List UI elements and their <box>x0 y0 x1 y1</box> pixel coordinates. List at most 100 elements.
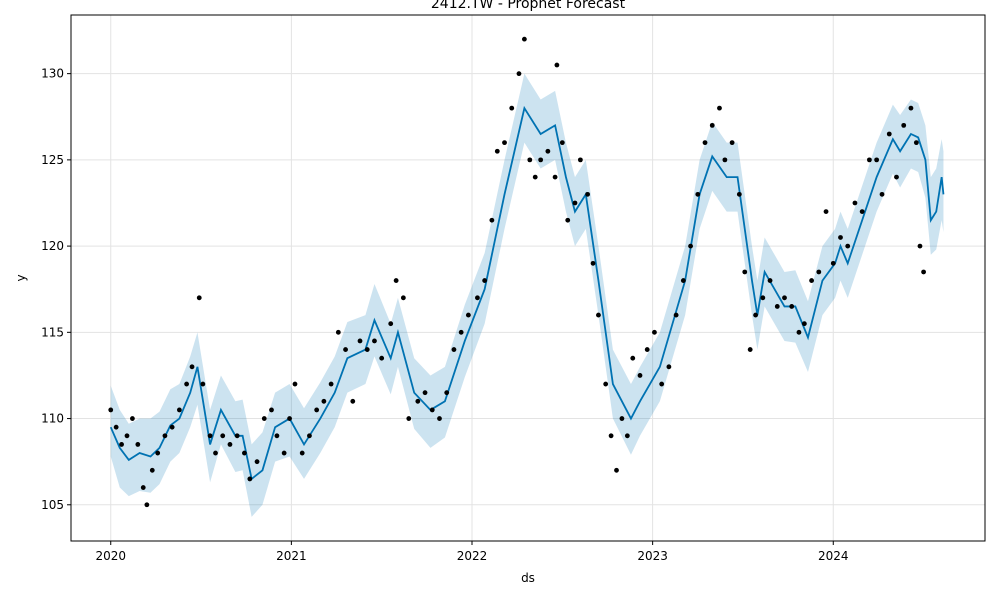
observed-point <box>774 304 780 309</box>
observed-point <box>552 174 558 180</box>
observed-point <box>292 381 298 387</box>
y-axis-label: y <box>14 274 28 281</box>
observed-point <box>624 433 630 439</box>
observed-point <box>801 321 807 327</box>
observed-point <box>572 200 578 206</box>
observed-point <box>213 450 218 456</box>
observed-point <box>307 433 312 439</box>
y-tick-label: 115 <box>41 325 64 339</box>
observed-point <box>234 433 240 439</box>
observed-point <box>742 269 748 275</box>
observed-point <box>415 398 421 404</box>
observed-point <box>695 191 701 197</box>
observed-point <box>451 347 457 352</box>
observed-point <box>437 416 442 421</box>
observed-point <box>357 338 363 344</box>
x-axis-label: ds <box>521 571 535 585</box>
observed-point <box>130 416 135 421</box>
y-tick-label: 105 <box>41 498 64 512</box>
observed-point <box>274 433 280 439</box>
x-tick-label: 2024 <box>818 549 849 563</box>
observed-point <box>614 467 619 473</box>
observed-point <box>299 450 305 456</box>
observed-point <box>379 355 385 361</box>
observed-point <box>465 312 471 318</box>
observed-point <box>196 295 202 301</box>
observed-point <box>702 140 708 146</box>
observed-point <box>866 157 872 163</box>
observed-point <box>335 329 341 335</box>
observed-point <box>917 243 923 249</box>
observed-point <box>908 105 914 111</box>
observed-point <box>242 450 247 456</box>
observed-point <box>527 157 533 163</box>
observed-point <box>287 416 292 421</box>
observed-point <box>577 157 583 163</box>
observed-point <box>585 191 591 197</box>
observed-point <box>509 105 515 111</box>
observed-point <box>830 260 836 266</box>
observed-point <box>603 381 609 387</box>
observed-point <box>169 424 175 430</box>
observed-point <box>789 304 795 309</box>
observed-point <box>596 312 601 318</box>
observed-point <box>630 355 636 361</box>
observed-point <box>859 209 865 215</box>
observed-point <box>149 467 155 473</box>
observed-point <box>809 278 814 283</box>
observed-point <box>220 433 226 439</box>
observed-point <box>350 398 356 404</box>
observed-point <box>328 381 334 387</box>
observed-point <box>753 312 758 318</box>
observed-point <box>227 442 233 447</box>
observed-point <box>494 148 500 154</box>
uncertainty-band <box>110 73 944 517</box>
observed-point <box>901 122 907 128</box>
observed-point <box>269 407 274 413</box>
observed-point <box>189 364 195 370</box>
observed-point <box>261 416 267 421</box>
observed-point <box>644 347 650 352</box>
observed-point <box>823 209 829 215</box>
x-tick-label: 2022 <box>457 549 488 563</box>
observed-point <box>554 62 560 68</box>
observed-point <box>894 174 899 180</box>
observed-point <box>444 390 450 396</box>
observed-point <box>184 381 190 387</box>
observed-point <box>666 364 672 370</box>
observed-point <box>608 433 614 439</box>
y-tick-label: 110 <box>41 412 64 426</box>
observed-point <box>200 381 206 387</box>
observed-point <box>429 407 435 413</box>
observed-point <box>119 442 124 447</box>
observed-point <box>747 347 753 352</box>
observed-point <box>688 243 693 249</box>
observed-point <box>372 338 377 344</box>
observed-point <box>364 347 370 352</box>
observed-point <box>144 502 150 508</box>
observed-point <box>406 416 412 421</box>
observed-point <box>680 278 686 283</box>
observed-point <box>736 191 742 197</box>
observed-point <box>321 398 327 404</box>
observed-point <box>782 295 787 301</box>
x-tick-label: 2023 <box>637 549 668 563</box>
observed-point <box>845 243 851 249</box>
observed-point <box>796 329 802 335</box>
observed-point <box>921 269 926 275</box>
observed-point <box>767 278 773 283</box>
observed-point <box>108 407 114 413</box>
observed-point <box>652 329 657 335</box>
observed-point <box>673 312 679 318</box>
observed-point <box>516 71 522 77</box>
observed-point <box>521 36 527 42</box>
observed-point <box>545 148 551 154</box>
observed-point <box>207 433 213 439</box>
observed-point <box>247 476 253 482</box>
observed-point <box>314 407 320 413</box>
forecast-line <box>109 105 945 481</box>
observed-point <box>475 295 480 301</box>
observed-point <box>482 278 488 283</box>
observed-point <box>155 450 161 456</box>
